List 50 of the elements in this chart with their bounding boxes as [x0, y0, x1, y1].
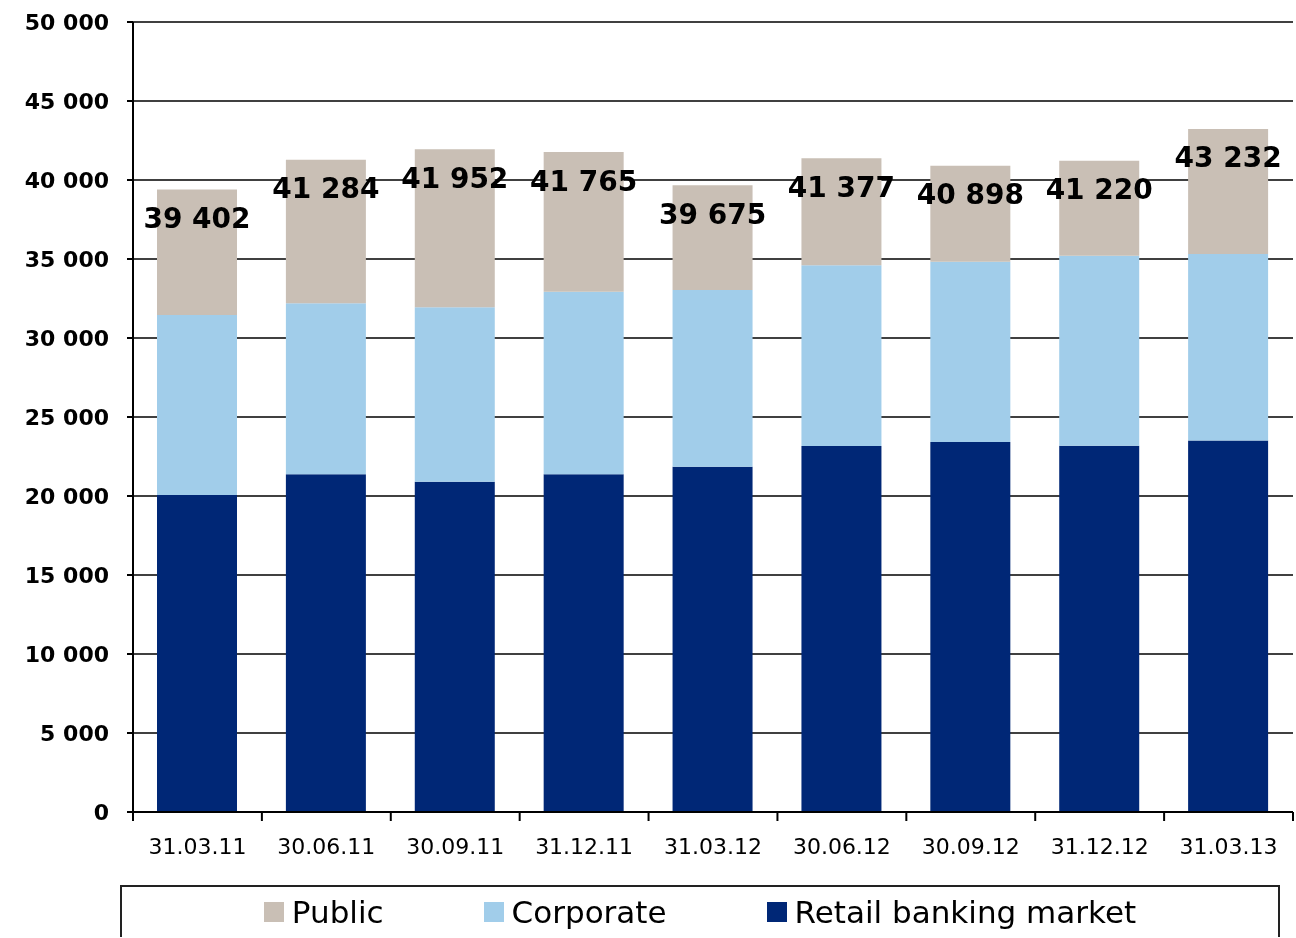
bar — [1059, 255, 1140, 446]
y-tick-label: 30 000 — [24, 325, 109, 351]
bar — [801, 446, 882, 812]
total-label: 43 232 — [1174, 141, 1282, 175]
bar — [930, 441, 1011, 812]
total-label: 39 402 — [143, 201, 251, 235]
total-label: 41 952 — [401, 161, 509, 195]
y-tick-label: 20 000 — [24, 483, 109, 509]
x-tick-label: 31.03.13 — [1179, 833, 1278, 859]
total-label: 41 765 — [530, 164, 638, 198]
legend-label: Corporate — [511, 894, 667, 930]
y-tick-label: 50 000 — [24, 9, 109, 35]
y-tick-label: 35 000 — [24, 246, 109, 272]
bar — [1188, 440, 1269, 812]
x-tick-label: 30.09.12 — [921, 833, 1020, 859]
y-tick-label: 40 000 — [24, 167, 109, 193]
y-tick-label: 25 000 — [24, 404, 109, 430]
bar — [1059, 445, 1140, 812]
y-tick-label: 45 000 — [24, 88, 109, 114]
legend-label: Retail banking market — [794, 894, 1137, 930]
bar — [157, 495, 237, 812]
bar — [1188, 253, 1269, 441]
y-tick-label: 10 000 — [24, 641, 109, 667]
bar — [414, 481, 495, 812]
bar — [543, 474, 624, 812]
total-label: 41 220 — [1045, 173, 1153, 207]
x-tick-label: 30.06.11 — [277, 833, 376, 859]
x-tick-label: 31.12.12 — [1050, 833, 1149, 859]
bar — [543, 291, 624, 475]
legend-label: Public — [291, 894, 384, 930]
bar — [285, 474, 366, 812]
bar — [801, 265, 882, 447]
x-tick-label: 31.12.11 — [535, 833, 634, 859]
total-label: 41 377 — [787, 170, 896, 204]
total-label: 39 675 — [658, 197, 767, 231]
bar — [414, 307, 495, 482]
total-label: 41 284 — [272, 172, 380, 206]
bar — [930, 261, 1011, 442]
x-tick-label: 31.03.12 — [664, 833, 762, 859]
y-tick-label: 5 000 — [40, 720, 109, 746]
x-tick-label: 31.03.11 — [148, 833, 247, 859]
x-tick-label: 30.09.11 — [406, 833, 505, 859]
bar — [672, 289, 753, 467]
total-label: 40 898 — [916, 178, 1024, 212]
bar — [285, 303, 366, 475]
x-tick-label: 30.06.12 — [792, 833, 891, 859]
bar — [672, 466, 753, 812]
bar — [157, 314, 237, 496]
y-tick-label: 15 000 — [24, 562, 109, 588]
y-tick-label: 0 — [93, 799, 109, 825]
